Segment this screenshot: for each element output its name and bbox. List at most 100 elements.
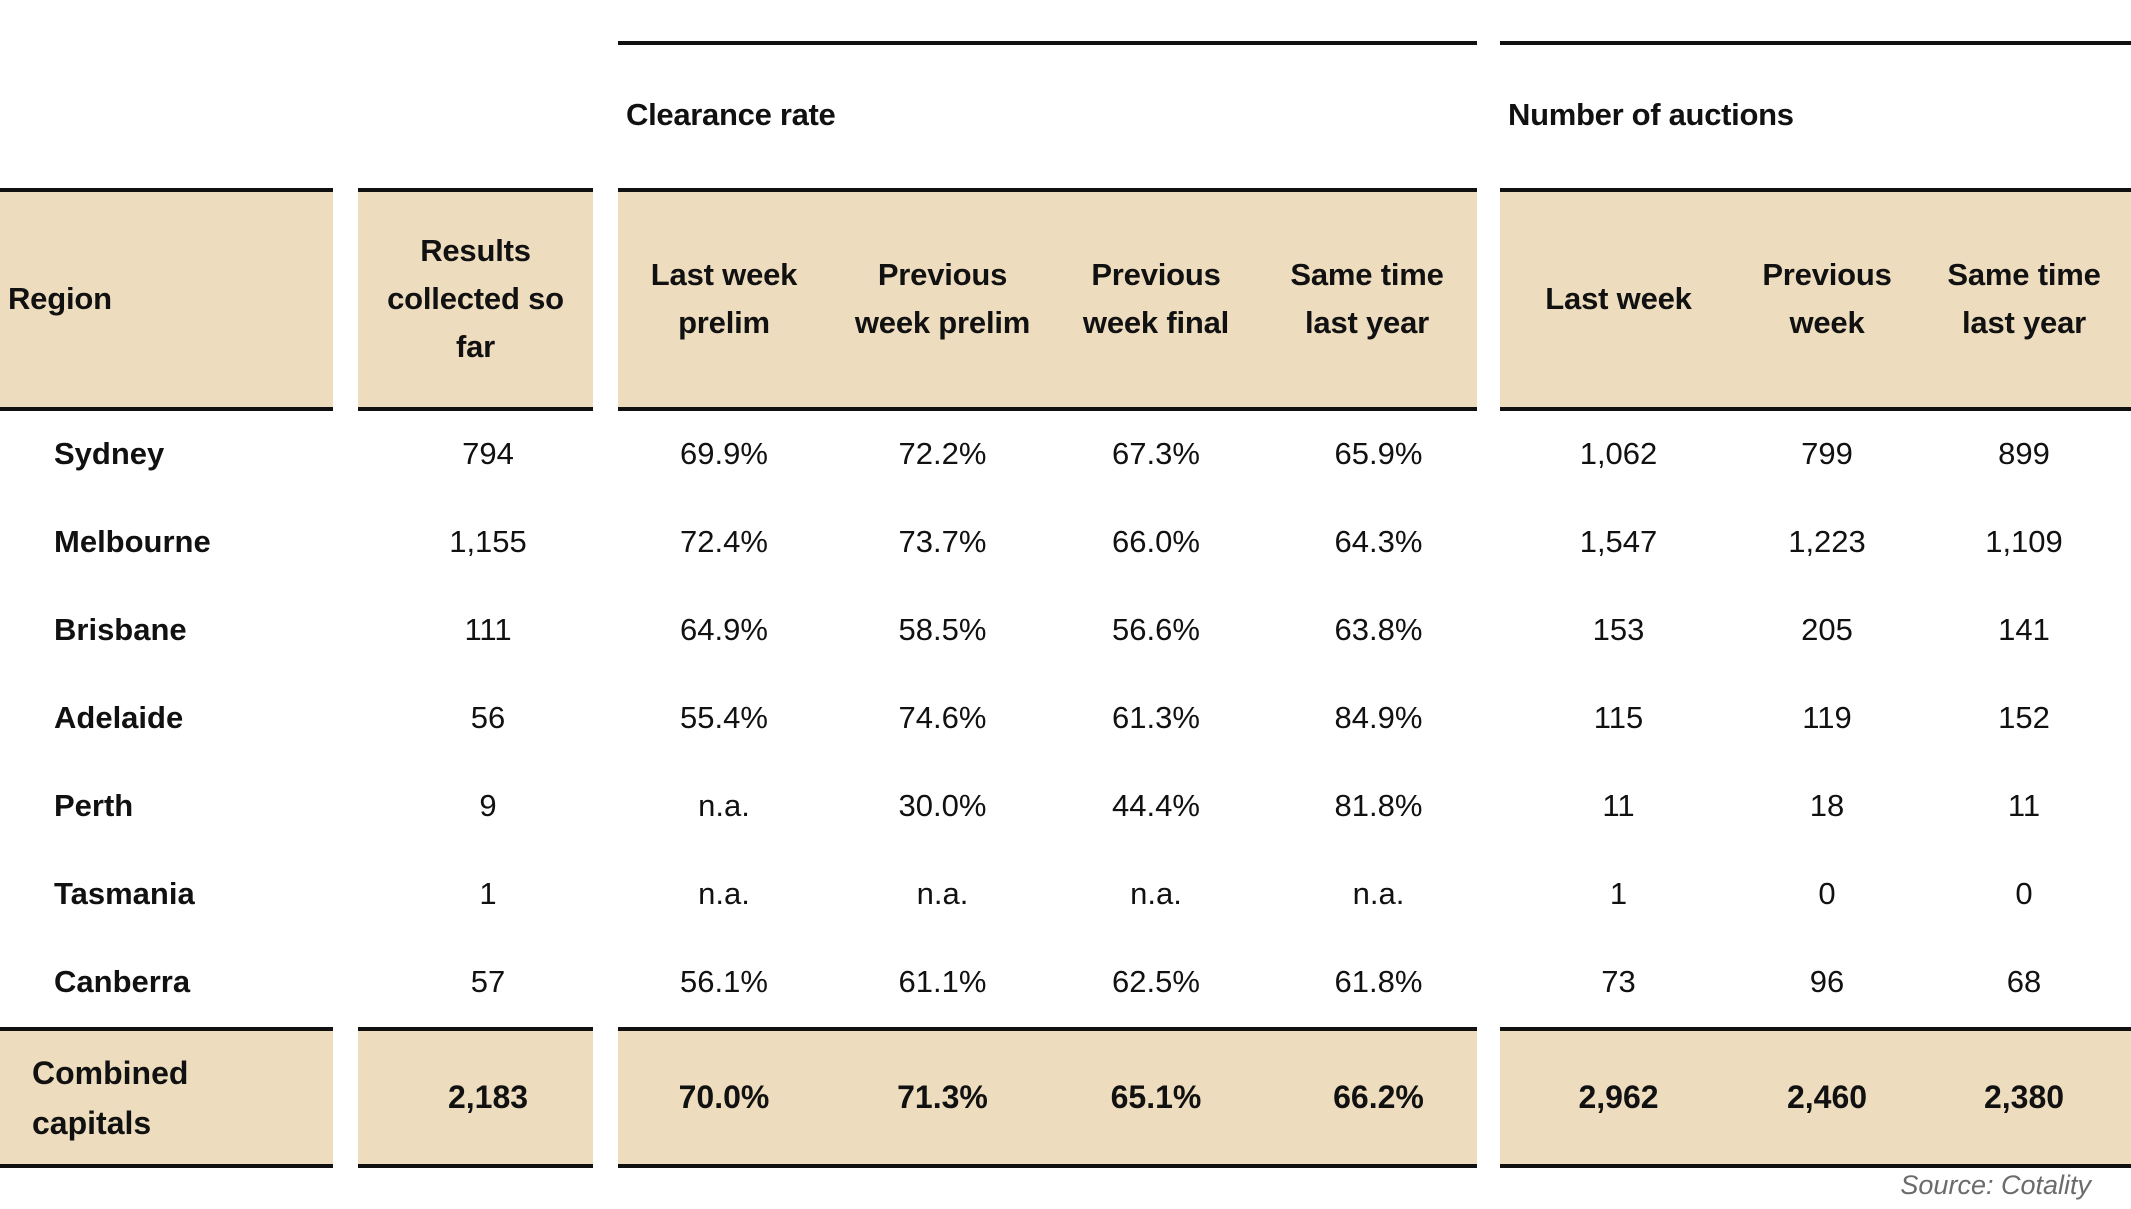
table-cell: n.a. <box>916 876 969 911</box>
table-cell: 1,547 <box>1579 524 1658 559</box>
table-rule-1-1 <box>358 407 593 411</box>
total-cell: 66.2% <box>1333 1079 1424 1115</box>
table-cell: 73 <box>1601 964 1636 999</box>
table-cell: 81.8% <box>1334 788 1423 823</box>
region-cell: Adelaide <box>54 700 184 735</box>
table-cell: 68 <box>2006 964 2042 999</box>
table-cell: n.a. <box>698 876 750 911</box>
table-cell: 1 <box>1609 876 1628 911</box>
table-cell: 205 <box>1801 612 1853 647</box>
total-band-2 <box>618 1030 1477 1165</box>
column-header: Previous week prelim <box>854 257 1031 340</box>
table-rule-1-3 <box>1500 407 2131 411</box>
table-cell: 61.1% <box>898 964 987 999</box>
table-cell: 72.4% <box>680 524 768 559</box>
table-rule-2-3 <box>1500 1027 2131 1031</box>
table-rule-3-1 <box>358 1164 593 1168</box>
table-cell: 61.3% <box>1112 700 1200 735</box>
table-rule-2-1 <box>358 1027 593 1031</box>
table-cell: 67.3% <box>1112 436 1200 471</box>
table-cell: 1,109 <box>1985 524 2063 559</box>
table-cell: 899 <box>1998 436 2050 471</box>
table-cell: 119 <box>1802 700 1852 735</box>
table-rule-0-3 <box>1500 188 2131 192</box>
region-cell: Perth <box>54 788 134 823</box>
column-header: Same time last year <box>1290 257 1444 340</box>
table-rule-0-2 <box>618 188 1477 192</box>
table-cell: 69.9% <box>680 436 768 471</box>
table-cell: 65.9% <box>1334 436 1423 471</box>
table-rule-1-2 <box>618 407 1477 411</box>
region-cell: Sydney <box>54 436 165 471</box>
table-cell: 66.0% <box>1112 524 1200 559</box>
table-cell: 11 <box>1602 788 1635 823</box>
table-rule-3-2 <box>618 1164 1477 1168</box>
table-cell: 799 <box>1801 436 1853 471</box>
region-cell: Canberra <box>54 964 191 999</box>
table-rule-3-0 <box>0 1164 333 1168</box>
source-note: Source: Cotality <box>1900 1170 2091 1200</box>
table-cell: 62.5% <box>1112 964 1200 999</box>
table-cell: n.a. <box>698 788 750 823</box>
column-group-title: Number of auctions <box>1508 97 1794 132</box>
total-band-3 <box>1500 1030 2131 1165</box>
table-cell: 96 <box>1809 964 1845 999</box>
table-cell: 1,155 <box>449 524 527 559</box>
total-cell: 2,380 <box>1983 1079 2065 1115</box>
table-cell: 56.6% <box>1112 612 1200 647</box>
table-cell: 1,223 <box>1788 524 1866 559</box>
table-cell: 61.8% <box>1334 964 1423 999</box>
table-cell: 55.4% <box>680 700 768 735</box>
total-band-0 <box>0 1030 333 1165</box>
column-header: Region <box>8 281 112 316</box>
table-cell: 0 <box>1818 876 1836 911</box>
table-cell: 153 <box>1592 612 1645 647</box>
region-cell: Brisbane <box>54 612 187 647</box>
table-cell: n.a. <box>1130 876 1182 911</box>
column-header: Last week prelim <box>650 257 798 340</box>
table-cell: 73.7% <box>898 524 987 559</box>
total-cell: 71.3% <box>897 1079 988 1115</box>
column-header: Previous week final <box>1082 257 1230 340</box>
table-cell: 18 <box>1809 788 1845 823</box>
column-group-title: Clearance rate <box>626 97 836 132</box>
table-cell: 794 <box>462 436 514 471</box>
table-cell: 64.3% <box>1334 524 1423 559</box>
header-band-1 <box>358 190 593 408</box>
table-cell: 56.1% <box>680 964 768 999</box>
table-cell: 58.5% <box>898 612 987 647</box>
total-cell: 2,183 <box>447 1079 529 1115</box>
table-cell: 84.9% <box>1334 700 1423 735</box>
table-cell: 64.9% <box>680 612 768 647</box>
group-top-rule-clearance <box>618 41 1477 45</box>
total-region-cell: Combined capitals <box>32 1054 189 1141</box>
total-cell: 2,962 <box>1578 1079 1659 1115</box>
total-band-1 <box>358 1030 593 1165</box>
column-header: Last week <box>1545 281 1692 316</box>
table-cell: 0 <box>2015 876 2033 911</box>
table-rule-3-3 <box>1500 1164 2131 1168</box>
table-cell: 111 <box>464 612 512 647</box>
table-cell: 44.4% <box>1112 788 1200 823</box>
column-header: Previous week <box>1762 257 1892 340</box>
total-cell: 70.0% <box>678 1079 770 1115</box>
table-cell: 74.6% <box>898 700 987 735</box>
table-cell: 11 <box>2007 788 2041 823</box>
column-header: Same time last year <box>1947 257 2101 340</box>
table-cell: 1,062 <box>1579 436 1658 471</box>
header-band-3 <box>1500 190 2131 408</box>
table-rule-0-1 <box>358 188 593 192</box>
table-rule-2-0 <box>0 1027 333 1031</box>
region-cell: Tasmania <box>54 876 195 911</box>
table-cell: 152 <box>1998 700 2050 735</box>
table-rule-2-2 <box>618 1027 1477 1031</box>
region-cell: Melbourne <box>54 524 211 559</box>
total-cell: 2,460 <box>1786 1079 1868 1115</box>
table-rule-1-0 <box>0 407 333 411</box>
group-top-rule-auctions <box>1500 41 2131 45</box>
header-band-2 <box>618 190 1477 408</box>
table-cell: 141 <box>1998 612 2050 647</box>
table-cell: 1 <box>479 876 497 911</box>
total-cell: 65.1% <box>1110 1079 1202 1115</box>
